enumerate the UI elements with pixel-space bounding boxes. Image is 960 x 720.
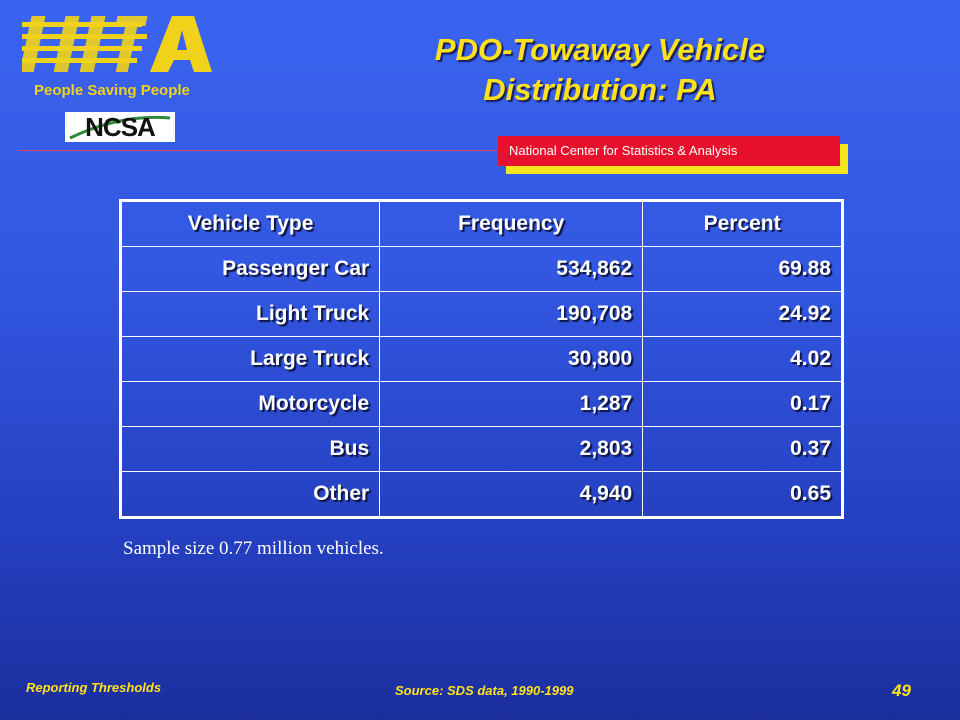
cell-frequency: 30,800 (379, 336, 644, 382)
vehicle-distribution-table: Vehicle Type Frequency Percent Passenger… (119, 199, 844, 519)
table-row: Other 4,940 0.65 (119, 471, 843, 518)
header-vehicle-type: Vehicle Type (119, 200, 381, 247)
table-row: Large Truck 30,800 4.02 (119, 336, 843, 382)
cell-frequency: 2,803 (379, 426, 644, 472)
table-row: Bus 2,803 0.37 (119, 426, 843, 472)
center-label: National Center for Statistics & Analysi… (498, 136, 840, 166)
cell-vehicle-type: Large Truck (119, 336, 381, 382)
cell-vehicle-type: Bus (119, 426, 381, 472)
cell-percent: 69.88 (642, 246, 843, 292)
ncsa-swoosh-icon (69, 115, 171, 140)
sample-size-note: Sample size 0.77 million vehicles. (123, 538, 384, 559)
cell-vehicle-type: Other (119, 471, 381, 518)
footer-source: Source: SDS data, 1990-1999 (395, 683, 574, 698)
nhtsa-logo (22, 16, 212, 72)
ncsa-logo: NCSA (65, 112, 175, 142)
table-row: Light Truck 190,708 24.92 (119, 291, 843, 337)
slide-title: PDO-Towaway Vehicle Distribution: PA (360, 30, 840, 110)
table-row: Motorcycle 1,287 0.17 (119, 381, 843, 427)
title-line-2: Distribution: PA (483, 72, 717, 107)
tagline: People Saving People (34, 82, 190, 99)
cell-percent: 0.65 (642, 471, 843, 518)
cell-vehicle-type: Passenger Car (119, 246, 381, 292)
header-divider (18, 150, 838, 151)
footer-section-label: Reporting Thresholds (26, 680, 162, 695)
ncsa-logo-text: NCSA (85, 111, 156, 142)
cell-vehicle-type: Light Truck (119, 291, 381, 337)
cell-frequency: 4,940 (379, 471, 644, 518)
table-header-row: Vehicle Type Frequency Percent (119, 200, 843, 247)
cell-vehicle-type: Motorcycle (119, 381, 381, 427)
cell-percent: 24.92 (642, 291, 843, 337)
table-row: Passenger Car 534,862 69.88 (119, 246, 843, 292)
title-line-1: PDO-Towaway Vehicle (434, 32, 766, 67)
header-percent: Percent (642, 200, 843, 247)
cell-frequency: 190,708 (379, 291, 644, 337)
page-number: 49 (892, 681, 911, 700)
header-frequency: Frequency (379, 200, 644, 247)
cell-percent: 4.02 (642, 336, 843, 382)
cell-percent: 0.37 (642, 426, 843, 472)
cell-percent: 0.17 (642, 381, 843, 427)
cell-frequency: 534,862 (379, 246, 644, 292)
cell-frequency: 1,287 (379, 381, 644, 427)
